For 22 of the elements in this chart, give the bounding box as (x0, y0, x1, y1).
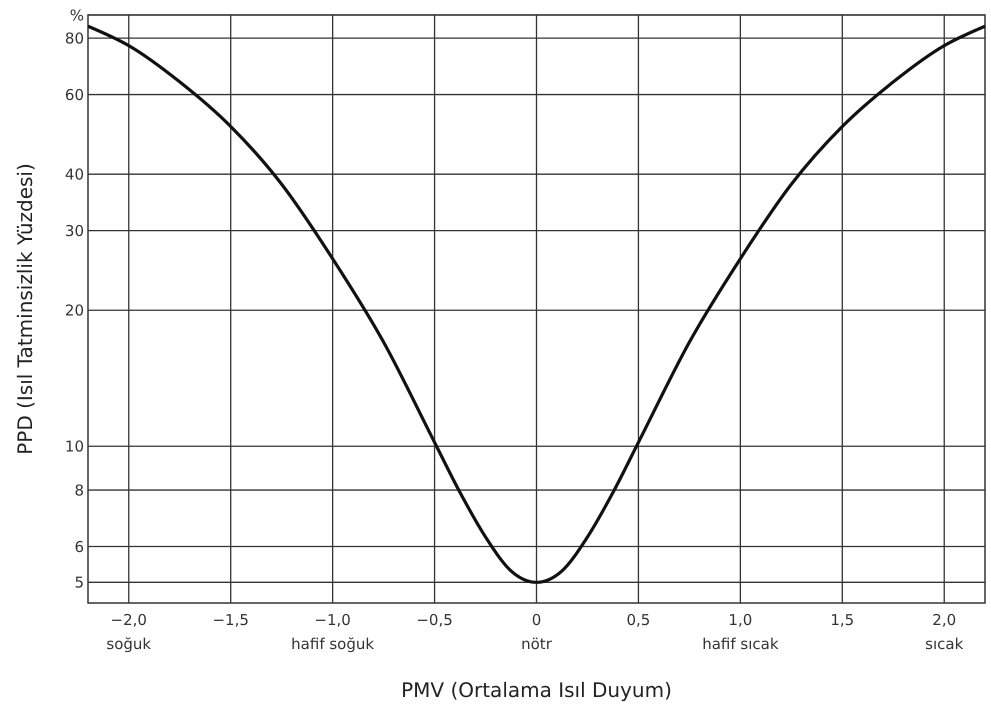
y-tick-label: 6 (74, 538, 84, 556)
x-tick-label: −0,5 (416, 611, 453, 629)
x-tick-label: −1,5 (212, 611, 249, 629)
line-series (86, 24, 987, 584)
x-tick-label: −1,0 hafif soğuk (291, 611, 374, 653)
x-axis-title: PMV (Ortalama Isıl Duyum) (401, 678, 672, 702)
x-tick-label: 0,5 (626, 611, 650, 629)
x-tick-label: −2,0 soğuk (106, 611, 152, 653)
y-tick-label: 10 (64, 438, 84, 456)
x-tick-label: 0 nötr (521, 611, 553, 653)
x-tick-label: 1,0 hafif sıcak (702, 611, 779, 653)
y-tick-label: 60 (64, 86, 84, 104)
y-tick-label: 20 (64, 301, 84, 320)
y-tick-label: 40 (64, 165, 84, 184)
y-tick-label: 5 (74, 574, 84, 592)
y-tick-label: % (70, 6, 84, 24)
y-tick-label: 30 (64, 222, 84, 240)
y-tick-label: 8 (74, 481, 84, 500)
y-tick-label: 80 (64, 29, 84, 48)
y-axis-title: PPD (Isıl Tatminsizlik Yüzdesi) (13, 163, 37, 455)
x-tick-label: 2,0 sıcak (925, 611, 964, 653)
x-tick-label: 1,5 (830, 611, 854, 629)
